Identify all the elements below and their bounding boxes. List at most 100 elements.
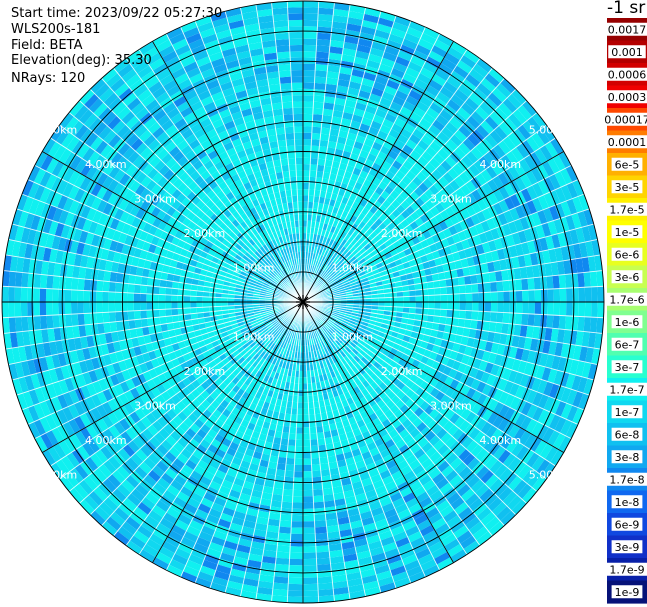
radar-bin — [84, 232, 95, 246]
radar-bin — [41, 328, 50, 344]
radar-bin — [66, 326, 74, 340]
radar-bin — [362, 224, 371, 233]
radar-bin — [221, 309, 229, 315]
radar-bin — [374, 75, 389, 86]
radar-bin — [266, 409, 274, 418]
radar-bin — [24, 243, 34, 259]
radar-bin — [206, 513, 220, 525]
radar-bin — [41, 260, 50, 276]
radar-bin — [234, 342, 243, 350]
radar-bin — [262, 229, 269, 237]
radar-bin — [366, 326, 374, 333]
radar-bin — [339, 323, 347, 330]
radar-bin — [234, 143, 245, 154]
radar-bin — [351, 327, 359, 334]
radar-bin — [130, 470, 144, 484]
radar-bin — [359, 471, 371, 481]
radar-bin — [534, 302, 542, 315]
radar-bin — [14, 316, 23, 333]
radar-bin — [263, 345, 270, 353]
radar-bin — [110, 261, 119, 273]
radar-bin — [74, 430, 88, 446]
radar-bin — [228, 364, 237, 373]
radar-bin — [563, 358, 573, 374]
radar-bin — [471, 461, 485, 475]
radar-bin — [382, 377, 392, 387]
radar-bin — [184, 313, 192, 321]
radar-bin — [286, 401, 293, 409]
radar-bin — [188, 154, 200, 166]
radar-bin — [450, 401, 461, 413]
radar-bin — [16, 256, 25, 273]
radar-bin — [363, 342, 372, 350]
radar-bin — [275, 197, 283, 206]
radar-bin — [594, 332, 603, 350]
radar-bin — [251, 343, 259, 351]
radar-bin — [332, 441, 342, 450]
radar-bin — [69, 467, 84, 484]
radar-bin — [398, 428, 410, 439]
radar-bin — [242, 352, 250, 360]
radar-bin — [372, 479, 385, 490]
radar-bin — [311, 139, 321, 147]
radar-bin — [190, 302, 197, 308]
radar-bin — [98, 125, 112, 141]
radar-bin — [254, 337, 262, 344]
radar-bin — [318, 312, 325, 317]
radar-bin — [157, 220, 168, 231]
radar-bin — [452, 309, 460, 319]
radar-bin — [262, 317, 270, 322]
radar-bin — [239, 220, 248, 229]
radar-bin — [247, 270, 255, 277]
radar-bin — [344, 346, 352, 354]
radar-bin — [281, 262, 286, 270]
radar-bin — [168, 243, 177, 253]
radar-bin — [358, 327, 367, 334]
radar-bin — [299, 226, 303, 234]
radar-bin — [267, 274, 274, 280]
radar-bin — [347, 416, 357, 425]
radar-bin — [402, 492, 416, 504]
radar-bin — [235, 123, 247, 133]
radar-bin — [239, 247, 248, 255]
radar-bin — [92, 210, 103, 224]
radar-bin — [231, 210, 241, 220]
radar-bin — [242, 480, 255, 490]
radar-bin — [108, 302, 116, 313]
radar-bin — [213, 97, 227, 108]
radar-bin — [280, 347, 286, 355]
radar-bin — [405, 497, 420, 509]
radar-bin — [303, 220, 308, 227]
radar-bin — [422, 61, 438, 74]
radar-bin — [158, 44, 175, 58]
radar-bin — [366, 495, 380, 505]
radar-bin — [312, 482, 323, 490]
radar-bin — [368, 501, 382, 511]
radar-bin — [349, 520, 364, 529]
radar-bin — [146, 309, 154, 319]
radar-bin — [322, 236, 328, 244]
radar-bin — [441, 126, 455, 139]
radar-bin — [229, 568, 246, 579]
radar-bin — [24, 212, 35, 229]
radar-bin — [400, 465, 413, 476]
radar-bin — [264, 320, 272, 326]
radar-bin — [233, 360, 241, 369]
radar-bin — [139, 230, 149, 242]
radar-bin — [235, 264, 244, 271]
radar-bin — [493, 482, 509, 498]
radar-bin — [116, 483, 131, 498]
radar-bin — [211, 364, 221, 374]
radar-bin — [231, 384, 241, 394]
radar-bin — [303, 189, 309, 196]
radar-bin — [307, 395, 314, 403]
radar-bin — [265, 242, 272, 250]
radar-bin — [150, 206, 162, 218]
radar-bin — [249, 246, 257, 254]
radar-bin — [299, 233, 303, 240]
radar-bin — [429, 489, 444, 502]
radar-bin — [78, 479, 94, 496]
radar-bin — [154, 227, 164, 239]
radar-bin — [187, 180, 199, 192]
radar-bin — [18, 210, 29, 228]
